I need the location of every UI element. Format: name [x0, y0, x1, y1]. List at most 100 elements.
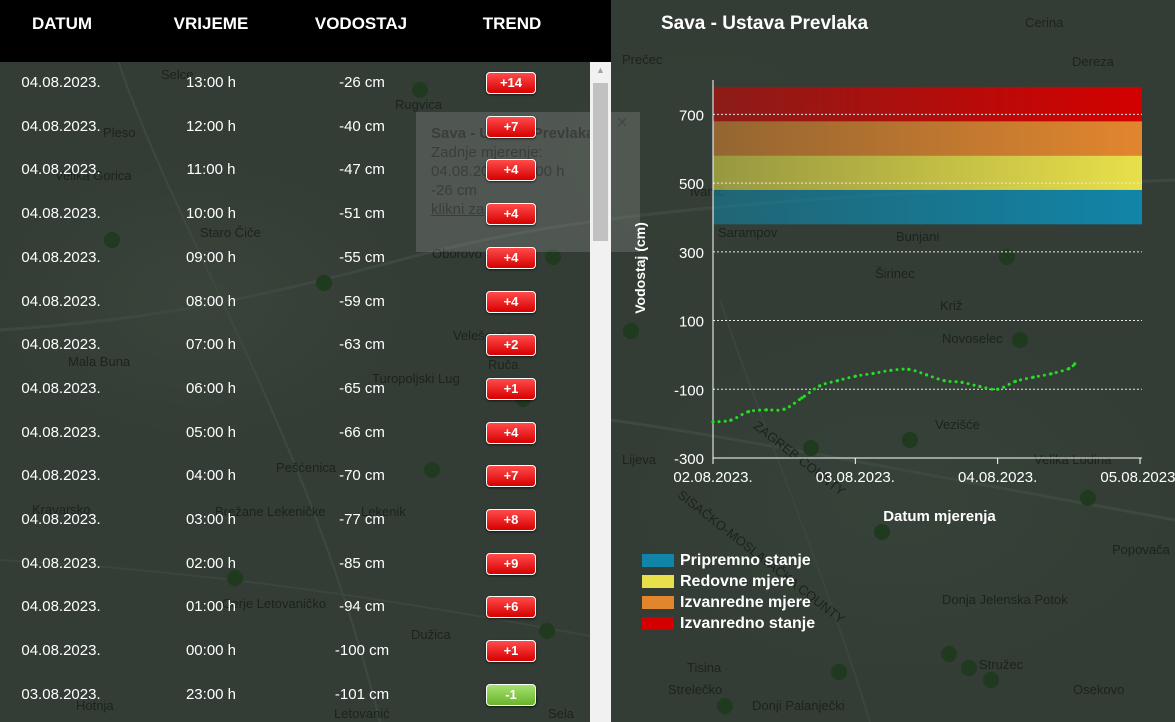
- date-cell: 04.08.2023.: [21, 117, 101, 135]
- date-cell: 04.08.2023.: [21, 205, 101, 223]
- time-cell: 01:00 h: [185, 598, 237, 616]
- table-header: DATUM VRIJEME VODOSTAJ TREND: [0, 0, 611, 62]
- trend-badge: +9: [486, 552, 536, 575]
- scroll-up-arrow[interactable]: ▲: [596, 65, 605, 75]
- table-row: 04.08.2023. 08:00 h -59 cm +4: [0, 281, 590, 325]
- date-cell: 04.08.2023.: [21, 423, 101, 441]
- x-axis-label: Datum mjerenja: [883, 508, 996, 525]
- trend-badge: +4: [486, 159, 536, 182]
- header-date: DATUM: [31, 14, 93, 33]
- time-cell: 23:00 h: [185, 685, 237, 703]
- y-tick-label: 300: [679, 245, 704, 262]
- time-cell: 05:00 h: [185, 423, 237, 441]
- time-cell: 04:00 h: [185, 467, 237, 485]
- legend-label: Redovne mjere: [680, 572, 795, 590]
- trend-badge: +8: [486, 509, 536, 531]
- time-cell: 06:00 h: [185, 379, 237, 397]
- legend-label: Izvanredne mjere: [680, 593, 811, 611]
- table-row: 04.08.2023. 01:00 h -94 cm +6: [0, 586, 590, 630]
- legend-item[interactable]: Izvanredno stanje: [642, 613, 815, 634]
- x-tick-label: 03.08.2023.: [816, 469, 895, 486]
- date-cell: 04.08.2023.: [21, 292, 101, 310]
- data-point: [835, 379, 840, 383]
- date-cell: 04.08.2023.: [21, 248, 101, 266]
- trend-badge: +1: [486, 377, 536, 400]
- trend-badge: +1: [486, 640, 536, 663]
- map-label: Strelečko: [668, 682, 723, 697]
- trend-badge: +4: [486, 290, 536, 313]
- band-pripremno-stanje: [713, 189, 1142, 225]
- map-label: Prečec: [622, 52, 663, 67]
- level-cell: -65 cm: [339, 379, 385, 397]
- y-tick-label: 100: [679, 314, 704, 331]
- time-cell: 03:00 h: [185, 511, 237, 528]
- level-cell: -101 cm: [334, 685, 390, 703]
- band-izvanredne-mjere: [713, 121, 1142, 156]
- scroll-thumb[interactable]: [593, 83, 608, 241]
- measurement-table: DATUM VRIJEME VODOSTAJ TREND 04.08.2023.…: [0, 0, 611, 722]
- table-row: 04.08.2023. 10:00 h -51 cm +4: [0, 193, 590, 237]
- data-point: [711, 420, 715, 424]
- data-point: [1031, 375, 1035, 379]
- time-cell: 02:00 h: [185, 554, 237, 572]
- data-point: [800, 396, 804, 400]
- header-time: VRIJEME: [173, 14, 249, 33]
- map-label: Lijeva: [622, 452, 656, 467]
- table-row: 04.08.2023. 06:00 h -65 cm +1: [0, 368, 590, 412]
- x-tick-label: 02.08.2023.: [673, 469, 752, 486]
- date-cell: 04.08.2023.: [21, 642, 101, 660]
- level-cell: -55 cm: [339, 248, 385, 266]
- x-tick-label: 05.08.2023.: [1100, 469, 1175, 486]
- level-cell: -59 cm: [339, 292, 385, 310]
- header-trend: TREND: [482, 14, 542, 33]
- chart-legend: Pripremno stanje Redovne mjere Izvanredne …: [642, 550, 815, 634]
- data-point: [1013, 379, 1018, 383]
- table-row: 04.08.2023. 11:00 h -47 cm +4: [0, 149, 590, 193]
- data-point: [818, 384, 822, 388]
- time-cell: 13:00 h: [185, 74, 237, 91]
- legend-label: Pripremno stanje: [680, 551, 811, 569]
- level-cell: -40 cm: [339, 117, 385, 135]
- table-row: 04.08.2023. 02:00 h -85 cm +9: [0, 543, 590, 587]
- legend-item[interactable]: Izvanredne mjere: [642, 592, 815, 613]
- map-label: Lekenik: [361, 504, 406, 519]
- popup-link[interactable]: klikni za: [431, 201, 485, 218]
- map-label: Bunjani: [896, 229, 940, 244]
- map-label: Oborovo: [432, 246, 482, 261]
- y-tick-label: -100: [674, 382, 704, 399]
- table-row: 04.08.2023. 09:00 h -55 cm +4: [0, 237, 590, 281]
- data-point: [746, 410, 751, 414]
- legend-item[interactable]: Redovne mjere: [642, 571, 815, 592]
- time-cell: 09:00 h: [185, 248, 237, 266]
- y-axis-label: Vodostaj (cm): [632, 222, 648, 314]
- water-level-chart: -300 -100 100 300 500 700 02.08.2023. 03.08.202…: [632, 80, 1175, 525]
- time-cell: 00:00 h: [185, 642, 237, 660]
- map-label: Hotnja: [76, 698, 114, 713]
- date-cell: 04.08.2023.: [21, 379, 101, 397]
- trend-badge: +4: [486, 246, 536, 269]
- table-body[interactable]: 04.08.2023. 13:00 h -26 cm +14 04.08.2023. 12…: [0, 62, 590, 722]
- map-label: Ruča: [488, 357, 519, 372]
- level-cell: -51 cm: [339, 205, 385, 223]
- map-label: Dereza: [1072, 54, 1114, 69]
- table-row: 04.08.2023. 12:00 h -40 cm +7: [0, 106, 590, 150]
- data-point: [996, 387, 1000, 391]
- map-label: Letovanić: [334, 706, 390, 721]
- time-cell: 12:00 h: [185, 117, 237, 135]
- date-cell: 04.08.2023.: [21, 336, 101, 354]
- x-tick-label: 04.08.2023.: [958, 469, 1037, 486]
- map-label: Velika Ludina: [1034, 452, 1112, 467]
- map-label: Širinec: [875, 266, 915, 281]
- legend-swatch: [642, 575, 674, 588]
- trend-badge: +4: [486, 203, 536, 226]
- level-cell: -63 cm: [339, 336, 385, 354]
- close-icon[interactable]: ×: [616, 112, 628, 134]
- band-redovne-mjere: [713, 155, 1142, 190]
- scrollbar[interactable]: ▲: [590, 62, 611, 722]
- legend-item[interactable]: Pripremno stanje: [642, 550, 815, 571]
- table-row: 04.08.2023. 05:00 h -66 cm +4: [0, 412, 590, 456]
- trend-badge: +7: [486, 465, 536, 488]
- level-cell: -85 cm: [339, 554, 385, 572]
- date-cell: 04.08.2023.: [21, 467, 101, 485]
